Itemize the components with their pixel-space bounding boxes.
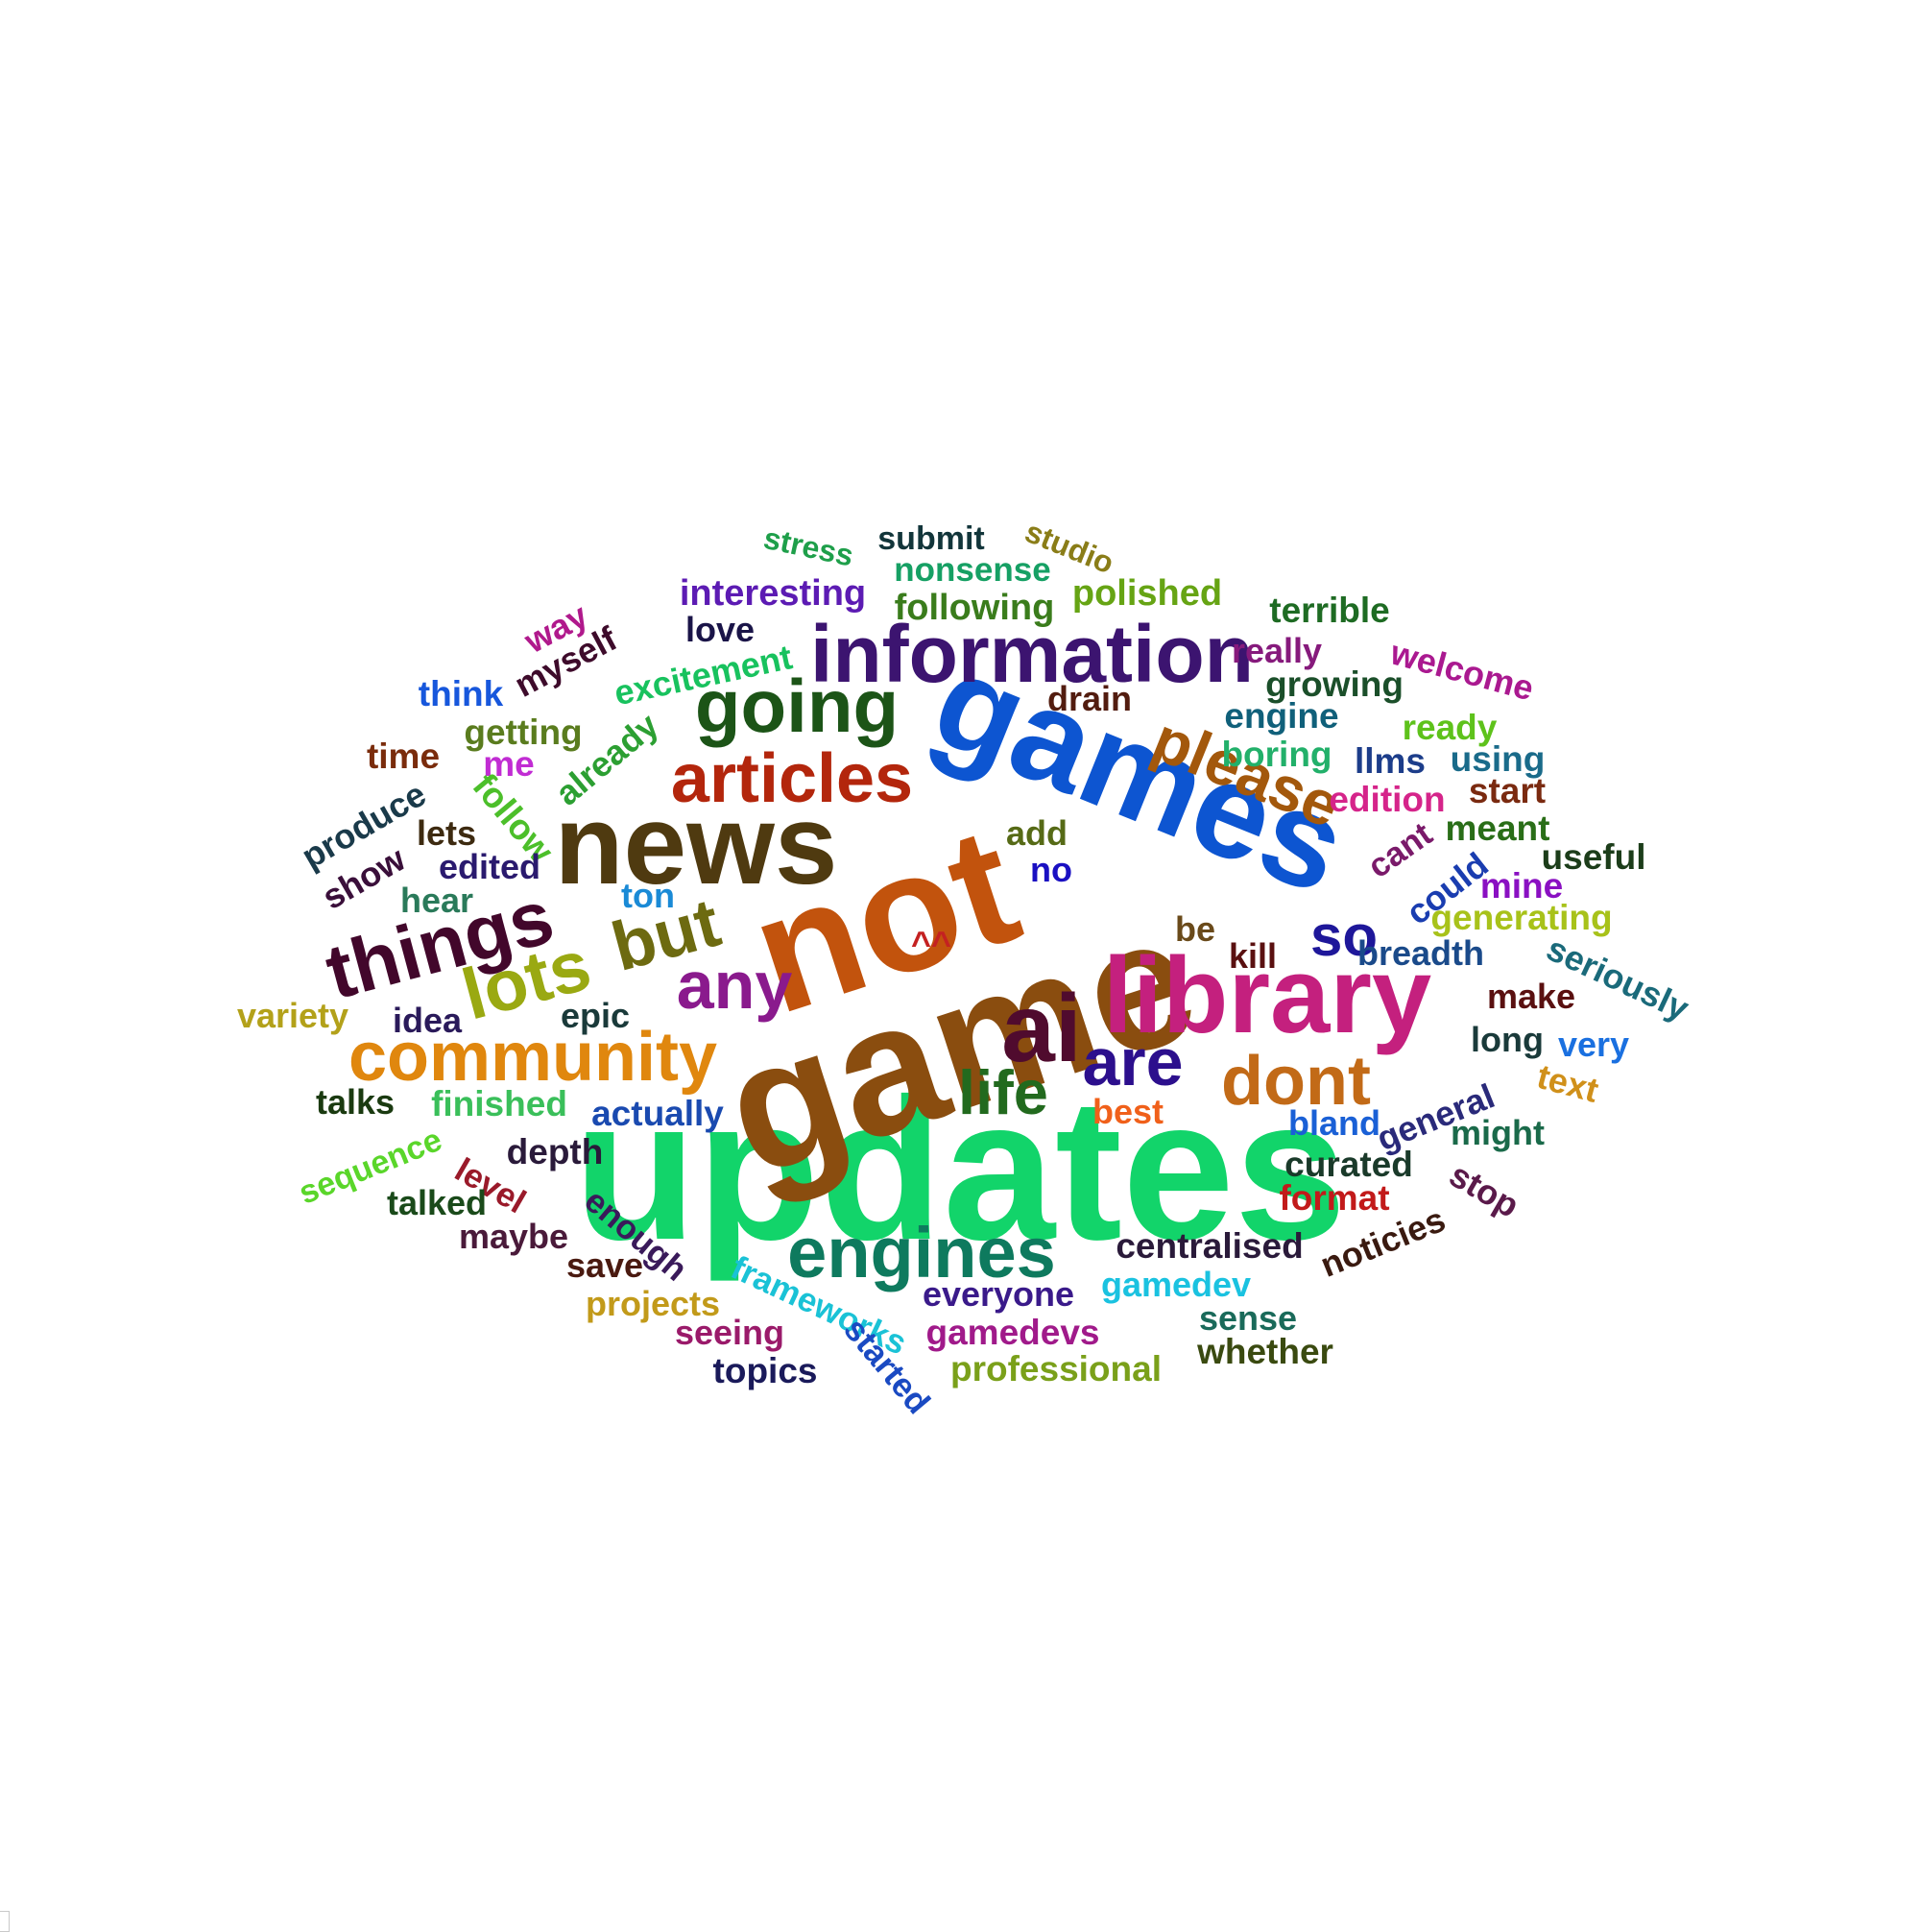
word-life: life — [958, 1057, 1048, 1127]
word-no: no — [1030, 850, 1072, 889]
word-are: are — [1082, 1025, 1183, 1099]
word-any: any — [677, 948, 793, 1023]
word-think: think — [419, 674, 504, 713]
word-sense: sense — [1199, 1298, 1297, 1338]
word-talks: talks — [316, 1082, 395, 1122]
word-talked: talked — [387, 1183, 487, 1222]
word-polished: polished — [1072, 573, 1222, 614]
word-information: information — [810, 609, 1254, 699]
word-add: add — [1006, 813, 1068, 853]
word-maybe: maybe — [459, 1217, 568, 1256]
word-using: using — [1451, 739, 1546, 779]
word-useful: useful — [1542, 837, 1646, 877]
word-best: best — [1092, 1092, 1164, 1131]
word-terrible: terrible — [1269, 591, 1389, 630]
word-centralised: centralised — [1116, 1226, 1303, 1266]
word-me: me — [483, 744, 534, 784]
word-might: might — [1451, 1113, 1545, 1152]
word-depth: depth — [507, 1132, 604, 1171]
word-stop: stop — [1443, 1154, 1525, 1225]
word-breadth: breadth — [1357, 933, 1484, 973]
word-following: following — [895, 588, 1055, 628]
word-engine: engine — [1224, 696, 1338, 736]
word-ready: ready — [1403, 708, 1498, 747]
word-professional: professional — [950, 1349, 1162, 1389]
word-meant: meant — [1446, 809, 1550, 848]
word-seeing: seeing — [675, 1313, 784, 1352]
word-finished: finished — [431, 1084, 567, 1123]
word-welcome: welcome — [1386, 632, 1538, 708]
word-stress: stress — [760, 520, 856, 573]
word-mine: mine — [1480, 866, 1563, 906]
word-drain: drain — [1047, 679, 1132, 718]
word-gamedev: gamedev — [1101, 1265, 1251, 1304]
word-gamedevs: gamedevs — [926, 1313, 1100, 1352]
word-time: time — [367, 737, 440, 776]
word-everyone: everyone — [923, 1274, 1074, 1314]
word-love: love — [685, 610, 755, 649]
word-text: text — [1533, 1056, 1602, 1110]
word-articles: articles — [671, 740, 913, 817]
word-generating: generating — [1430, 898, 1612, 937]
word-very: very — [1558, 1025, 1629, 1064]
word-community: community — [348, 1019, 717, 1096]
word-whether: whether — [1196, 1332, 1333, 1371]
word-bland: bland — [1288, 1103, 1380, 1143]
word-epic: epic — [561, 996, 630, 1035]
word-ton: ton — [621, 876, 675, 915]
word-growing: growing — [1265, 664, 1404, 704]
word-actually: actually — [591, 1094, 724, 1133]
word-long: long — [1471, 1020, 1544, 1059]
word-nonsense: nonsense — [894, 551, 1050, 589]
word-getting: getting — [464, 712, 582, 752]
word-news: news — [554, 782, 837, 908]
word-submit: submit — [877, 520, 984, 557]
word-so: so — [1310, 904, 1378, 968]
word-going: going — [695, 664, 899, 748]
word-curated: curated — [1284, 1145, 1413, 1184]
word-edited: edited — [439, 847, 540, 886]
word-llms: llms — [1355, 741, 1426, 781]
word-interesting: interesting — [680, 573, 866, 614]
word-engines: engines — [787, 1213, 1056, 1292]
word-be: be — [1175, 909, 1215, 949]
word-topics: topics — [713, 1351, 818, 1390]
word-start: start — [1469, 771, 1546, 810]
corner-marker — [0, 1911, 10, 1932]
word-really: really — [1232, 631, 1322, 670]
word-save: save — [566, 1245, 643, 1285]
word-variety: variety — [237, 996, 348, 1035]
word-hear: hear — [400, 881, 473, 920]
word-make: make — [1487, 977, 1575, 1016]
word-cant: cant — [1361, 815, 1440, 885]
word-caret: ^^ — [911, 924, 951, 963]
word-kill: kill — [1229, 936, 1277, 976]
word-updates: updates — [573, 1056, 1346, 1282]
word-ai: ai — [1001, 975, 1081, 1082]
word-boring: boring — [1221, 735, 1332, 774]
word-dont: dont — [1221, 1043, 1371, 1120]
word-library: library — [1103, 935, 1431, 1055]
word-idea: idea — [393, 1001, 463, 1040]
word-projects: projects — [586, 1284, 720, 1323]
word-edition: edition — [1329, 780, 1445, 819]
word-format: format — [1279, 1178, 1389, 1218]
word-lets: lets — [417, 813, 476, 853]
